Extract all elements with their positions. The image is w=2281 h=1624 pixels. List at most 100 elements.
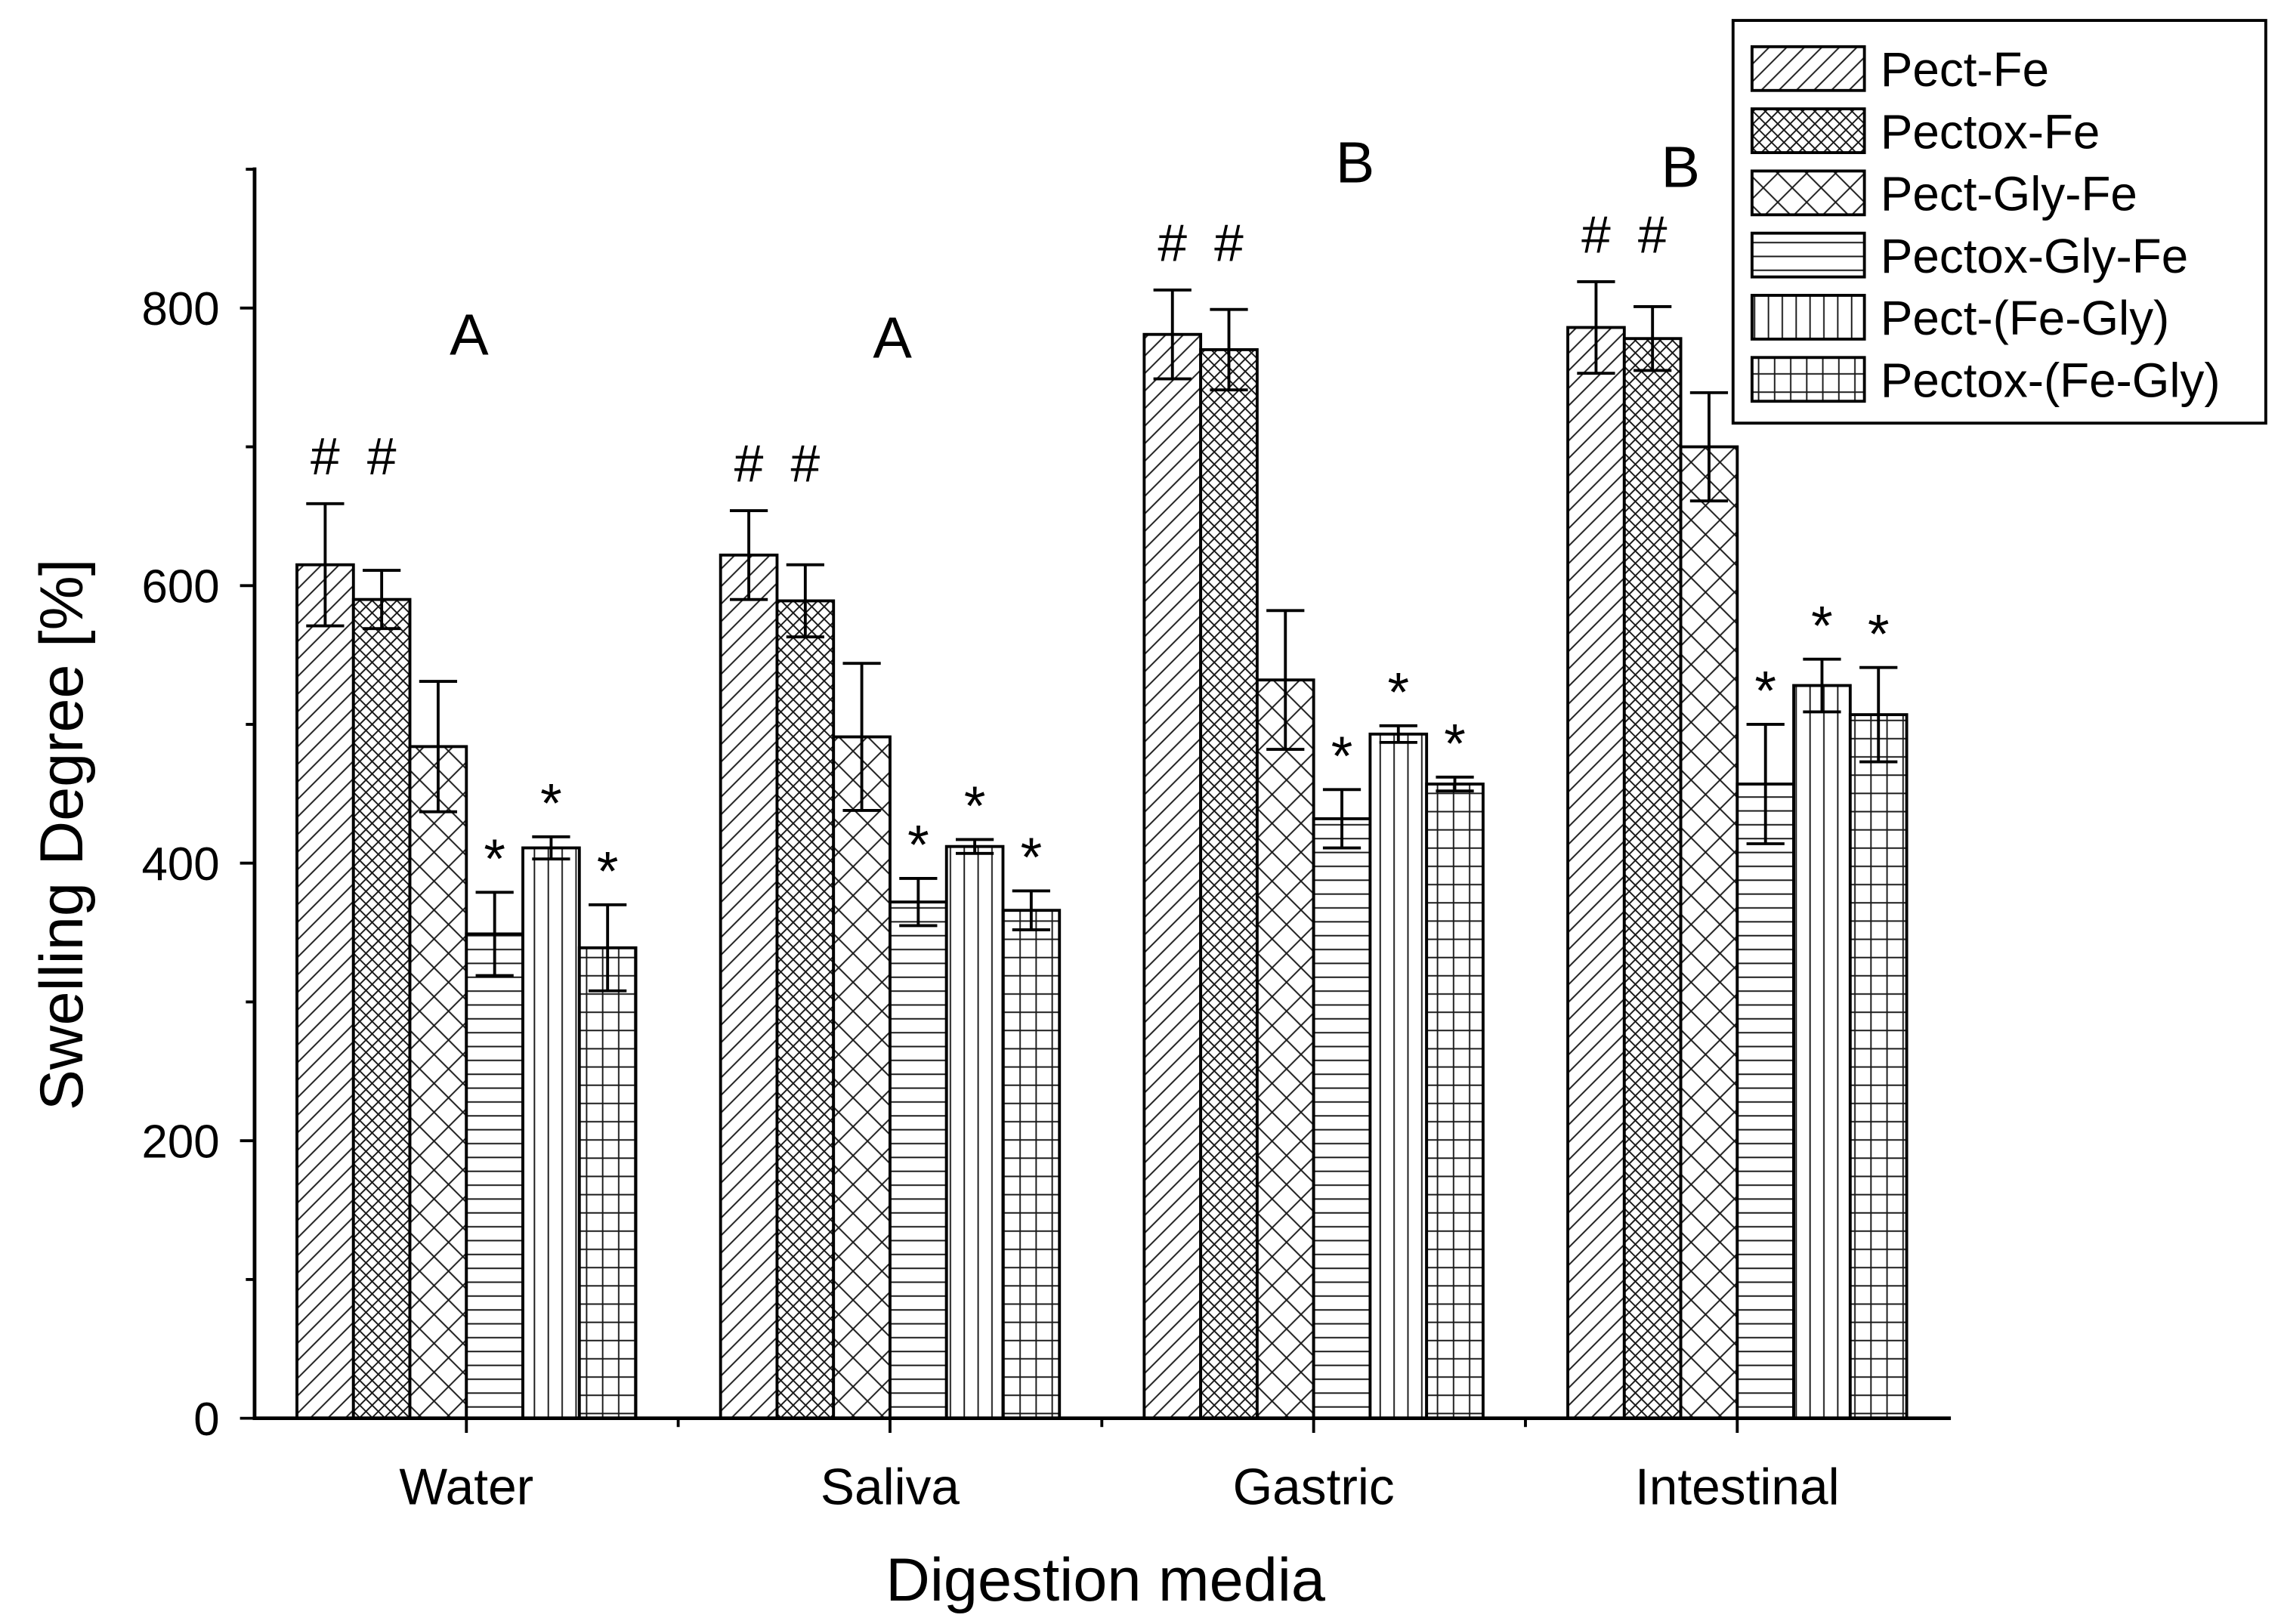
- error-bar-pectox-fe-gly-saliva: [1012, 889, 1050, 931]
- bar-pectox-fe-water: [351, 597, 412, 1420]
- bar-pectox-gly-fe-intestinal: [1735, 783, 1796, 1420]
- legend-swatch-pect-fe: [1750, 45, 1866, 92]
- bar-pect-gly-fe-gastric: [1255, 678, 1315, 1420]
- bar-pect-fe-gly-saliva: [944, 844, 1005, 1420]
- star-annotation-pect-fe-gly-intestinal: *: [1811, 594, 1833, 656]
- bar-pectox-fe-saliva: [775, 599, 836, 1420]
- hash-annotation-pectox-fe-intestinal: #: [1638, 205, 1667, 264]
- legend-label-pectox-fe: Pectox-Fe: [1881, 104, 2100, 159]
- error-bar-pectox-fe-gly-intestinal: [1859, 665, 1898, 764]
- error-bar-pectox-fe-saliva: [786, 563, 824, 639]
- error-bar-pect-fe-gly-intestinal: [1803, 657, 1841, 714]
- bar-pectox-gly-fe-gastric: [1312, 817, 1372, 1420]
- legend-swatch-pect-fe-gly: [1750, 294, 1866, 341]
- error-bar-pect-gly-fe-water: [419, 680, 458, 814]
- error-bar-pect-gly-fe-intestinal: [1689, 391, 1729, 503]
- group-letter-water: A: [450, 302, 489, 367]
- error-bar-pect-fe-saliva: [729, 509, 768, 601]
- legend-label-pect-fe-gly: Pect-(Fe-Gly): [1881, 291, 2169, 345]
- hash-annotation-pectox-fe-gastric: #: [1214, 213, 1244, 272]
- star-annotation-pectox-gly-fe-intestinal: *: [1754, 660, 1776, 722]
- hash-annotation-pect-fe-water: #: [311, 427, 340, 486]
- group-letters: A A B B: [450, 130, 1700, 370]
- error-bar-pect-gly-fe-saliva: [842, 662, 881, 812]
- error-bar-pect-fe-gastric: [1153, 288, 1191, 381]
- legend-swatch-pectox-fe-gly: [1750, 356, 1866, 403]
- group-letter-saliva: A: [873, 305, 912, 370]
- bar-pect-gly-fe-saliva: [832, 735, 892, 1420]
- y-tick-label: 200: [141, 1116, 219, 1168]
- error-bar-pect-gly-fe-gastric: [1266, 609, 1305, 751]
- x-category-label-gastric: Gastric: [1233, 1459, 1395, 1516]
- star-annotation-pect-fe-gly-water: *: [540, 772, 562, 834]
- error-bar-pectox-gly-fe-water: [475, 891, 514, 977]
- group-letter-gastric: B: [1336, 130, 1375, 195]
- bar-pectox-gly-fe-water: [465, 932, 524, 1420]
- bar-pect-gly-fe-water: [408, 745, 468, 1420]
- error-bar-pectox-fe-gastric: [1210, 307, 1248, 392]
- bar-pectox-gly-fe-saliva: [889, 900, 948, 1420]
- legend-entry-pect-gly-fe: Pect-Gly-Fe: [1750, 167, 2137, 221]
- error-bar-pect-fe-intestinal: [1577, 279, 1615, 375]
- y-tick-label: 0: [193, 1394, 219, 1446]
- star-annotation-pectox-fe-gly-water: *: [597, 841, 619, 903]
- error-bar-pect-fe-gly-gastric: [1379, 724, 1417, 744]
- y-tick-label: 800: [141, 283, 219, 335]
- y-tick-label: 600: [141, 560, 219, 613]
- error-bar-pectox-gly-fe-intestinal: [1746, 723, 1785, 845]
- bar-pect-fe-saliva: [719, 553, 779, 1420]
- legend: Pect-Fe Pectox-Fe Pect-Gly-Fe Pectox-Gly-Fe…: [1731, 19, 2267, 425]
- y-axis-ticks: 0 200 400 600 800: [141, 168, 255, 1446]
- legend-entry-pectox-fe-gly: Pectox-(Fe-Gly): [1750, 353, 2221, 407]
- bar-pect-gly-fe-intestinal: [1679, 445, 1739, 1420]
- star-annotation-pect-fe-gly-gastric: *: [1388, 662, 1410, 724]
- bar-pect-fe-intestinal: [1566, 326, 1626, 1420]
- legend-entry-pect-fe-gly: Pect-(Fe-Gly): [1750, 291, 2169, 345]
- error-bar-pectox-gly-fe-gastric: [1322, 788, 1361, 850]
- star-annotation-pectox-gly-fe-saliva: *: [907, 814, 929, 876]
- legend-swatch-pectox-fe: [1750, 107, 1866, 154]
- error-bar-pect-fe-gly-water: [532, 835, 570, 861]
- legend-label-pect-gly-fe: Pect-Gly-Fe: [1881, 167, 2137, 221]
- bar-pect-fe-gastric: [1142, 332, 1203, 1420]
- legend-entry-pectox-gly-fe: Pectox-Gly-Fe: [1750, 229, 2188, 283]
- bar-pectox-fe-intestinal: [1622, 337, 1683, 1420]
- legend-label-pectox-fe-gly: Pectox-(Fe-Gly): [1881, 353, 2221, 407]
- error-bar-pectox-fe-water: [363, 569, 401, 631]
- error-bar-pectox-gly-fe-saliva: [899, 876, 938, 928]
- bar-pect-fe-gly-gastric: [1368, 732, 1429, 1420]
- star-annotation-pectox-fe-gly-saliva: *: [1021, 826, 1043, 888]
- legend-label-pect-fe: Pect-Fe: [1881, 42, 2049, 97]
- bar-pectox-fe-gastric: [1199, 347, 1259, 1420]
- y-tick-label: 400: [141, 838, 219, 891]
- legend-label-pectox-gly-fe: Pectox-Gly-Fe: [1881, 229, 2188, 283]
- bar-pectox-fe-gly-gastric: [1425, 783, 1485, 1420]
- star-annotation-pect-fe-gly-saliva: *: [964, 775, 986, 837]
- legend-entry-pect-fe: Pect-Fe: [1750, 42, 2049, 97]
- error-bar-pect-fe-water: [306, 502, 345, 628]
- error-bar-pectox-fe-gly-water: [589, 903, 627, 993]
- x-category-label-water: Water: [399, 1459, 533, 1516]
- hash-annotation-pect-fe-gastric: #: [1157, 213, 1187, 272]
- x-category-label-intestinal: Intestinal: [1635, 1459, 1840, 1516]
- hash-annotation-pect-fe-saliva: #: [734, 434, 764, 492]
- significance-annotations: # # * * * # # * * * # # * * * # # * * *: [311, 205, 1889, 902]
- star-annotation-pectox-fe-gly-intestinal: *: [1868, 603, 1890, 665]
- legend-swatch-pectox-gly-fe: [1750, 231, 1866, 279]
- hash-annotation-pectox-fe-water: #: [367, 427, 397, 486]
- star-annotation-pectox-fe-gly-gastric: *: [1444, 712, 1466, 774]
- bars: [295, 326, 1909, 1420]
- y-axis-title: Swelling Degree [%]: [28, 559, 96, 1110]
- bar-pectox-fe-gly-water: [577, 946, 638, 1420]
- x-category-label-saliva: Saliva: [821, 1459, 960, 1516]
- star-annotation-pectox-gly-fe-water: *: [484, 828, 505, 890]
- bar-pectox-fe-gly-saliva: [1001, 909, 1062, 1420]
- bar-pect-fe-gly-water: [521, 846, 581, 1420]
- star-annotation-pectox-gly-fe-gastric: *: [1331, 725, 1353, 787]
- error-bars: [306, 279, 1898, 993]
- hash-annotation-pect-fe-intestinal: #: [1581, 205, 1611, 264]
- bar-pect-fe-gly-intestinal: [1792, 684, 1852, 1420]
- group-letter-intestinal: B: [1661, 134, 1700, 199]
- hash-annotation-pectox-fe-saliva: #: [790, 434, 820, 492]
